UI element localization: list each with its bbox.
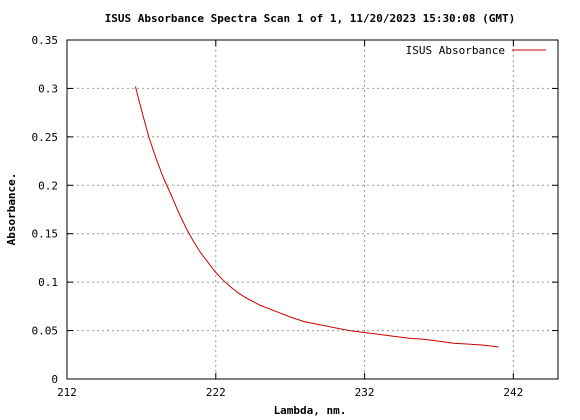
- y-tick-label-1: 0.05: [32, 325, 59, 338]
- plot-area-frame: [66, 39, 559, 380]
- y-tick-label-4: 0.2: [38, 179, 58, 192]
- y-tick-label-0: 0: [51, 373, 58, 386]
- y-axis-label: Absorbance.: [5, 173, 18, 246]
- y-tick-label-6: 0.3: [38, 82, 58, 95]
- y-tick-label-3: 0.15: [32, 228, 59, 241]
- legend-label: ISUS Absorbance: [406, 44, 505, 57]
- legend: ISUS Absorbance: [406, 44, 546, 57]
- y-tick-label-2: 0.1: [38, 276, 58, 289]
- y-tick-label-5: 0.25: [32, 131, 59, 144]
- x-axis-label: Lambda, nm.: [274, 404, 347, 417]
- x-tick-label-0: 212: [57, 386, 77, 399]
- grid: [67, 40, 558, 379]
- y-tick-label-7: 0.35: [32, 34, 59, 47]
- x-tick-label-3: 242: [503, 386, 523, 399]
- series-layer: [134, 86, 499, 348]
- chart-title: ISUS Absorbance Spectra Scan 1 of 1, 11/…: [105, 12, 516, 25]
- series-line-0: [134, 86, 499, 348]
- x-tick-label-1: 222: [206, 386, 226, 399]
- axis-ticks: 0 0.05 0.1 0.15 0.2 0.25 0.3 0.35 212 222 232 242: [32, 34, 558, 399]
- x-tick-label-2: 232: [355, 386, 375, 399]
